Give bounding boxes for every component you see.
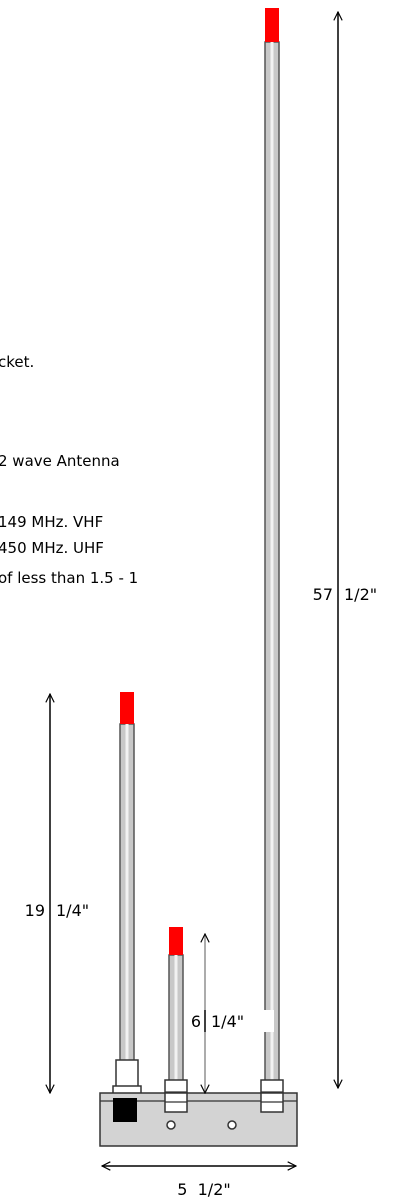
dimension-base: 5 1/2" xyxy=(102,1166,296,1199)
dimension-short-whole: 6 xyxy=(191,1012,201,1031)
note-antenna-type: 2 wave Antenna xyxy=(0,452,120,470)
dimension-medium-whole: 19 xyxy=(25,901,45,920)
base-bracket xyxy=(99,1092,298,1147)
mounting-hole-right xyxy=(227,1120,237,1130)
dimension-tall-fraction: 1/2" xyxy=(344,585,377,604)
note-uhf-frequency: 450 MHz. UHF xyxy=(0,539,104,557)
dimension-medium-fraction: 1/4" xyxy=(56,901,89,920)
short-antenna-tip xyxy=(169,927,183,955)
coax-connector xyxy=(113,1098,137,1122)
dimension-tall: 57 1/2" xyxy=(296,12,396,1088)
note-bracket-text: cket. xyxy=(0,353,34,371)
dimension-tall-whole: 57 xyxy=(313,585,333,604)
medium-antenna-tip xyxy=(120,692,134,724)
dimension-short: 6 1/4" xyxy=(188,934,274,1093)
dimension-medium: 19 1/4" xyxy=(10,694,116,1093)
dimension-short-fraction: 1/4" xyxy=(211,1012,244,1031)
note-vhf-frequency: 149 MHz. VHF xyxy=(0,513,103,531)
note-swr: of less than 1.5 - 1 xyxy=(0,569,138,587)
mounting-hole-left xyxy=(166,1120,176,1130)
medium-antenna xyxy=(112,692,142,1099)
tall-antenna xyxy=(260,8,284,1113)
tall-antenna-tip xyxy=(265,8,279,42)
dimension-base-label: 5 1/2" xyxy=(177,1180,230,1199)
short-antenna xyxy=(164,927,188,1113)
